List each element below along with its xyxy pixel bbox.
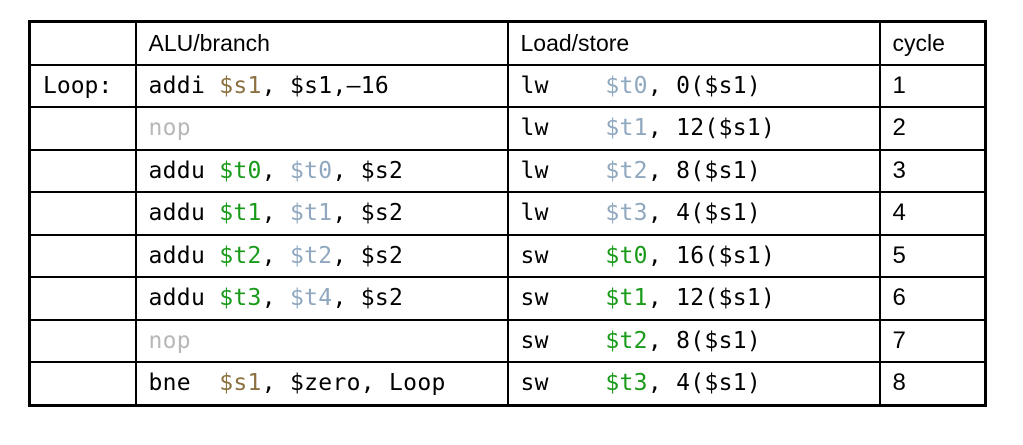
alu-token: $t2 xyxy=(219,242,262,269)
mem-token: $t1 xyxy=(605,285,648,312)
mem-token: , 12($s1) xyxy=(647,285,776,312)
schedule-row: addu $t0, $t0, $s2 lw $t2, 8($s1) 3 xyxy=(28,148,987,193)
alu-branch-cell: addu $t3, $t4, $s2 xyxy=(134,276,509,321)
cycle-cell: 2 xyxy=(878,106,987,151)
mem-token: $t1 xyxy=(605,115,648,142)
cycle-cell: 3 xyxy=(878,148,987,193)
alu-token: , xyxy=(261,242,290,269)
schedule-row: addu $t1, $t1, $s2 lw $t3, 4($s1) 4 xyxy=(28,191,987,236)
mem-token: lw xyxy=(520,157,606,184)
header-cycle: cycle xyxy=(878,20,987,66)
mem-token: $t2 xyxy=(605,327,648,354)
mem-token: sw xyxy=(520,370,606,397)
schedule-table: ALU/branch Load/store cycle Loop: addi $s… xyxy=(28,20,987,407)
header-alu-branch: ALU/branch xyxy=(134,20,509,66)
mem-token: sw xyxy=(520,327,606,354)
alu-token: nop xyxy=(148,327,191,354)
alu-branch-cell: nop xyxy=(134,106,509,151)
mem-token: sw xyxy=(520,242,606,269)
alu-token: addu xyxy=(148,285,220,312)
mem-token: lw xyxy=(520,72,606,99)
mem-token: $t3 xyxy=(605,200,648,227)
mem-token: $t0 xyxy=(605,242,648,269)
load-store-cell: lw $t1, 12($s1) xyxy=(506,106,881,151)
alu-token: $t2 xyxy=(290,242,333,269)
schedule-row: nop lw $t1, 12($s1) 2 xyxy=(28,106,987,151)
schedule-row: addu $t2, $t2, $s2 sw $t0, 16($s1) 5 xyxy=(28,233,987,278)
cycle-cell: 7 xyxy=(878,318,987,363)
alu-branch-cell: bne $s1, $zero, Loop xyxy=(134,361,509,406)
alu-token: nop xyxy=(148,115,191,142)
mem-token: , 12($s1) xyxy=(647,115,776,142)
mem-token: $t3 xyxy=(605,370,648,397)
alu-token: addu xyxy=(148,200,220,227)
schedule-row: nop sw $t2, 8($s1) 7 xyxy=(28,318,987,363)
alu-token: , xyxy=(261,157,290,184)
alu-token: $t0 xyxy=(290,157,333,184)
mem-token: $t2 xyxy=(605,157,648,184)
alu-token: addu xyxy=(148,242,220,269)
alu-token: , xyxy=(261,285,290,312)
load-store-cell: lw $t0, 0($s1) xyxy=(506,63,881,108)
alu-branch-cell: addu $t1, $t1, $s2 xyxy=(134,191,509,236)
row-label xyxy=(28,276,137,321)
cycle-cell: 1 xyxy=(878,63,987,108)
alu-token: $t0 xyxy=(219,157,262,184)
schedule-row: bne $s1, $zero, Loop sw $t3, 4($s1) 8 xyxy=(28,361,987,406)
alu-token: addi xyxy=(148,72,220,99)
alu-token: , xyxy=(261,200,290,227)
mem-token: , 4($s1) xyxy=(647,370,762,397)
header-row: ALU/branch Load/store cycle xyxy=(28,20,987,66)
row-label: Loop: xyxy=(28,63,137,108)
row-label xyxy=(28,361,137,406)
load-store-cell: lw $t2, 8($s1) xyxy=(506,148,881,193)
cycle-cell: 5 xyxy=(878,233,987,278)
alu-branch-cell: addi $s1, $s1,–16 xyxy=(134,63,509,108)
row-label xyxy=(28,106,137,151)
row-label xyxy=(28,318,137,363)
alu-token: $t3 xyxy=(219,285,262,312)
mem-token: , 0($s1) xyxy=(647,72,762,99)
cycle-cell: 4 xyxy=(878,191,987,236)
schedule-row: Loop: addi $s1, $s1,–16 lw $t0, 0($s1) 1 xyxy=(28,63,987,108)
alu-token: $t1 xyxy=(219,200,262,227)
mem-token: lw xyxy=(520,200,606,227)
schedule-row: addu $t3, $t4, $s2 sw $t1, 12($s1) 6 xyxy=(28,276,987,321)
alu-branch-cell: nop xyxy=(134,318,509,363)
alu-token: $s1 xyxy=(219,370,262,397)
mem-token: sw xyxy=(520,285,606,312)
alu-token: , $s1,–16 xyxy=(261,72,390,99)
load-store-cell: lw $t3, 4($s1) xyxy=(506,191,881,236)
alu-token: , $s2 xyxy=(332,285,404,312)
mem-token: , 16($s1) xyxy=(647,242,776,269)
mem-token: lw xyxy=(520,115,606,142)
alu-token: , $s2 xyxy=(332,200,404,227)
header-load-store: Load/store xyxy=(506,20,881,66)
cycle-cell: 8 xyxy=(878,361,987,406)
load-store-cell: sw $t3, 4($s1) xyxy=(506,361,881,406)
alu-token: $s1 xyxy=(219,72,262,99)
load-store-cell: sw $t1, 12($s1) xyxy=(506,276,881,321)
alu-token: bne xyxy=(148,370,220,397)
header-label-cell xyxy=(28,20,137,66)
mem-token: , 8($s1) xyxy=(647,327,762,354)
alu-branch-cell: addu $t2, $t2, $s2 xyxy=(134,233,509,278)
alu-token: , $zero, Loop xyxy=(261,370,446,397)
load-store-cell: sw $t2, 8($s1) xyxy=(506,318,881,363)
alu-branch-cell: addu $t0, $t0, $s2 xyxy=(134,148,509,193)
load-store-cell: sw $t0, 16($s1) xyxy=(506,233,881,278)
mem-token: $t0 xyxy=(605,72,648,99)
row-label xyxy=(28,148,137,193)
alu-token: $t1 xyxy=(290,200,333,227)
alu-token: , $s2 xyxy=(332,157,404,184)
row-label xyxy=(28,233,137,278)
cycle-cell: 6 xyxy=(878,276,987,321)
schedule-body: Loop: addi $s1, $s1,–16 lw $t0, 0($s1) 1 nop… xyxy=(28,63,987,406)
mem-token: , 8($s1) xyxy=(647,157,762,184)
alu-token: $t4 xyxy=(290,285,333,312)
alu-token: , $s2 xyxy=(332,242,404,269)
row-label xyxy=(28,191,137,236)
mem-token: , 4($s1) xyxy=(647,200,762,227)
alu-token: addu xyxy=(148,157,220,184)
